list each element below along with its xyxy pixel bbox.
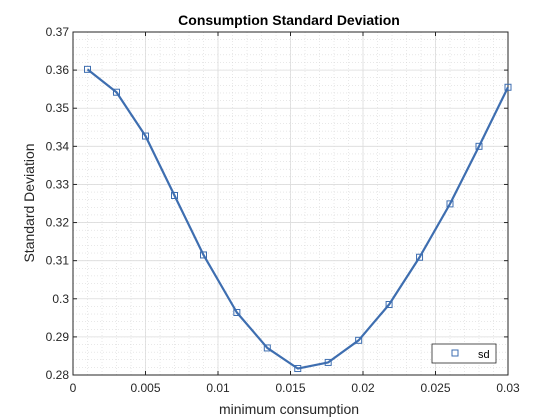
legend-label-sd: sd <box>478 349 490 361</box>
y-tick-label: 0.37 <box>46 25 70 39</box>
x-tick-label: 0.015 <box>275 381 305 395</box>
y-axis-title: Standard Deviation <box>21 143 37 262</box>
axis-ticks <box>72 31 509 376</box>
data-point-sd <box>263 344 271 352</box>
y-tick-label: 0.32 <box>46 216 70 230</box>
data-point-sd <box>385 300 393 308</box>
data-point-sd <box>200 251 207 259</box>
data-point-sd <box>446 200 454 208</box>
x-tick-label: 0.02 <box>351 381 375 395</box>
legend-box <box>431 343 497 364</box>
x-tick-labels: 0 0.005 0.01 0.015 0.02 0.025 0.03 <box>70 381 520 395</box>
legend-marker-square <box>451 349 459 357</box>
y-tick-labels: 0.28 0.29 0.3 0.31 0.32 0.33 0.34 0.35 0.36 0.37 <box>46 25 70 382</box>
y-tick-label: 0.3 <box>52 292 69 306</box>
data-point-sd <box>475 142 483 150</box>
x-axis-title: minimum consumption <box>219 401 359 417</box>
data-point-sd <box>504 83 512 91</box>
data-point-sd <box>355 336 363 344</box>
data-point-sd <box>171 191 178 199</box>
data-point-sd <box>233 308 241 316</box>
x-tick-label: 0.03 <box>496 381 520 395</box>
data-point-sd <box>84 65 91 73</box>
data-point-sd <box>113 88 120 96</box>
chart-title: Consumption Standard Deviation <box>178 12 400 28</box>
y-tick-label: 0.36 <box>46 63 70 77</box>
data-point-sd <box>294 365 302 373</box>
y-tick-label: 0.31 <box>46 254 70 268</box>
y-tick-label: 0.28 <box>46 368 70 382</box>
y-tick-label: 0.35 <box>46 101 70 115</box>
data-point-sd <box>324 358 332 366</box>
y-tick-label: 0.34 <box>46 139 70 153</box>
x-tick-label: 0.025 <box>420 381 450 395</box>
x-tick-label: 0 <box>70 381 77 395</box>
y-tick-label: 0.29 <box>46 330 70 344</box>
x-tick-label: 0.005 <box>130 381 160 395</box>
y-tick-label: 0.33 <box>46 177 70 191</box>
legend: sd <box>431 343 497 364</box>
data-point-sd <box>416 253 424 261</box>
series-layer <box>84 65 512 373</box>
series-line-sd <box>86 68 509 370</box>
x-tick-label: 0.01 <box>206 381 230 395</box>
data-point-sd <box>142 132 149 140</box>
